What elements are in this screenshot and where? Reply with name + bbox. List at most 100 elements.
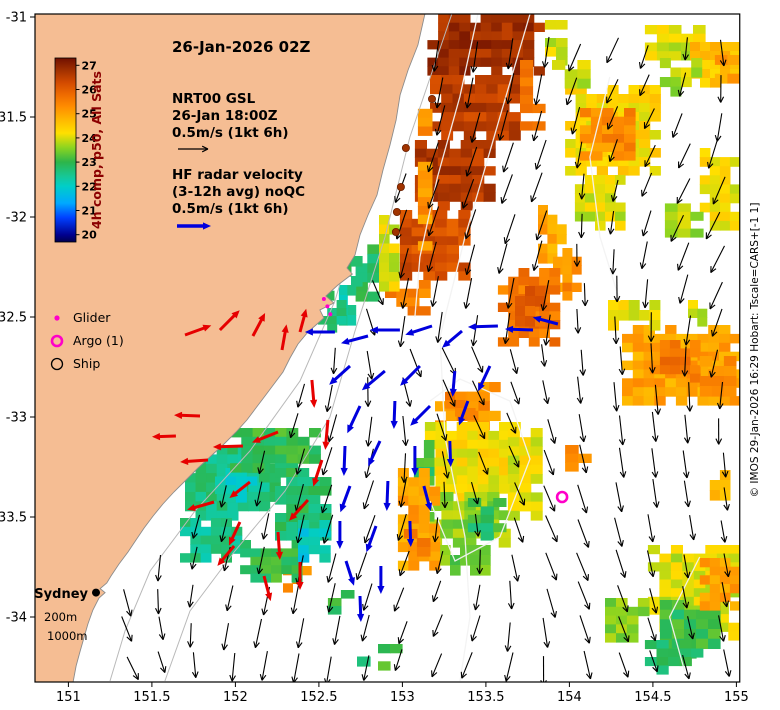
current-arrow-head	[295, 467, 298, 475]
sst-cell	[643, 351, 655, 362]
current-arrow-head	[588, 636, 591, 644]
sst-cell	[235, 493, 247, 503]
current-arrow-head	[677, 263, 679, 271]
sst-cell	[538, 214, 548, 225]
current-arrow-head	[535, 233, 538, 241]
sst-cell	[418, 280, 431, 290]
sst-cell	[460, 175, 473, 185]
sst-cell	[338, 285, 348, 296]
model-arrow-head	[300, 308, 308, 318]
sst-cell	[679, 648, 692, 658]
sst-cell	[539, 328, 550, 338]
current-arrow	[432, 580, 442, 602]
radar-arrow-head	[505, 325, 514, 333]
sst-cell	[418, 288, 431, 298]
sst-cell	[699, 592, 711, 602]
sst-cell	[263, 428, 276, 438]
sst-cell	[696, 629, 709, 640]
sst-cell	[709, 211, 721, 222]
current-arrow	[289, 413, 299, 438]
sst-cell	[435, 210, 448, 220]
sst-cell	[688, 308, 698, 318]
current-arrow	[157, 554, 162, 582]
sst-cell	[628, 85, 640, 95]
current-arrow-head	[500, 197, 503, 204]
sst-cell	[275, 463, 287, 473]
current-arrow-head	[609, 267, 614, 275]
current-arrow	[678, 143, 691, 169]
sst-cell	[632, 325, 645, 335]
sst-cell	[578, 453, 592, 463]
current-arrow-head	[684, 370, 689, 377]
model-legend-line1: NRT00 GSL	[172, 91, 256, 107]
sst-cell	[408, 486, 420, 497]
sst-cell	[709, 490, 721, 501]
sst-cell	[467, 430, 479, 441]
sst-cell	[275, 495, 287, 505]
current-arrow-head	[155, 574, 159, 582]
sst-cell	[622, 378, 634, 388]
sst-cell	[697, 333, 709, 344]
sst-cell	[441, 75, 454, 85]
sst-cell	[709, 175, 721, 185]
sst-cell	[275, 445, 287, 455]
current-arrow-head	[684, 501, 689, 508]
sst-cell	[647, 562, 660, 572]
sst-cell	[654, 333, 666, 344]
sst-cell	[448, 22, 460, 32]
sst-cell	[367, 253, 380, 264]
sst-cell	[489, 382, 501, 393]
current-arrow-head	[533, 135, 539, 142]
current-arrow	[606, 79, 619, 104]
current-arrow-head	[642, 301, 646, 309]
sst-cell	[547, 253, 558, 264]
sst-cell	[679, 657, 692, 667]
current-arrow-head	[504, 238, 511, 245]
current-arrow	[328, 583, 336, 613]
sst-cell	[448, 48, 460, 59]
sst-cell	[547, 234, 558, 245]
sst-cell	[210, 518, 222, 528]
current-arrow-head	[688, 633, 694, 640]
sst-cell	[628, 157, 640, 167]
sst-cell	[456, 448, 468, 459]
current-arrow-head	[191, 671, 197, 678]
current-arrow-head	[431, 65, 435, 72]
sst-cell	[719, 566, 731, 576]
sst-cell	[408, 495, 420, 506]
sst-cell	[697, 308, 708, 318]
current-arrow	[711, 308, 723, 337]
sst-cell	[671, 638, 685, 649]
current-arrow-head	[536, 235, 542, 241]
sst-cell	[571, 282, 582, 292]
current-arrow-head	[581, 193, 586, 200]
sst-cell	[664, 220, 679, 230]
current-arrow-head	[362, 502, 365, 509]
current-arrow	[322, 447, 333, 476]
sst-cell	[275, 468, 287, 478]
sst-cell	[668, 42, 682, 52]
current-arrow-head	[333, 367, 338, 375]
sst-cell	[590, 142, 603, 152]
sst-cell	[467, 448, 479, 459]
current-arrow-head	[717, 96, 722, 103]
sst-cell	[486, 130, 499, 141]
model-arrow	[280, 330, 287, 351]
radar-arrow-head	[400, 377, 409, 386]
current-arrow-head	[219, 535, 222, 542]
sst-cell	[520, 103, 534, 114]
current-arrow	[471, 615, 481, 642]
sst-cell	[378, 644, 391, 654]
sst-cell	[679, 640, 692, 650]
current-arrow-head	[686, 601, 690, 609]
sst-cell	[397, 495, 409, 506]
model-arrow	[262, 575, 271, 596]
current-arrow-head	[582, 575, 589, 582]
current-arrow-head	[189, 641, 194, 648]
current-arrow-head	[472, 340, 478, 347]
current-arrow-head	[607, 227, 611, 235]
sst-cell	[643, 387, 655, 397]
current-arrow-head	[254, 499, 258, 507]
sst-cell	[716, 622, 729, 632]
current-arrow	[684, 37, 688, 61]
